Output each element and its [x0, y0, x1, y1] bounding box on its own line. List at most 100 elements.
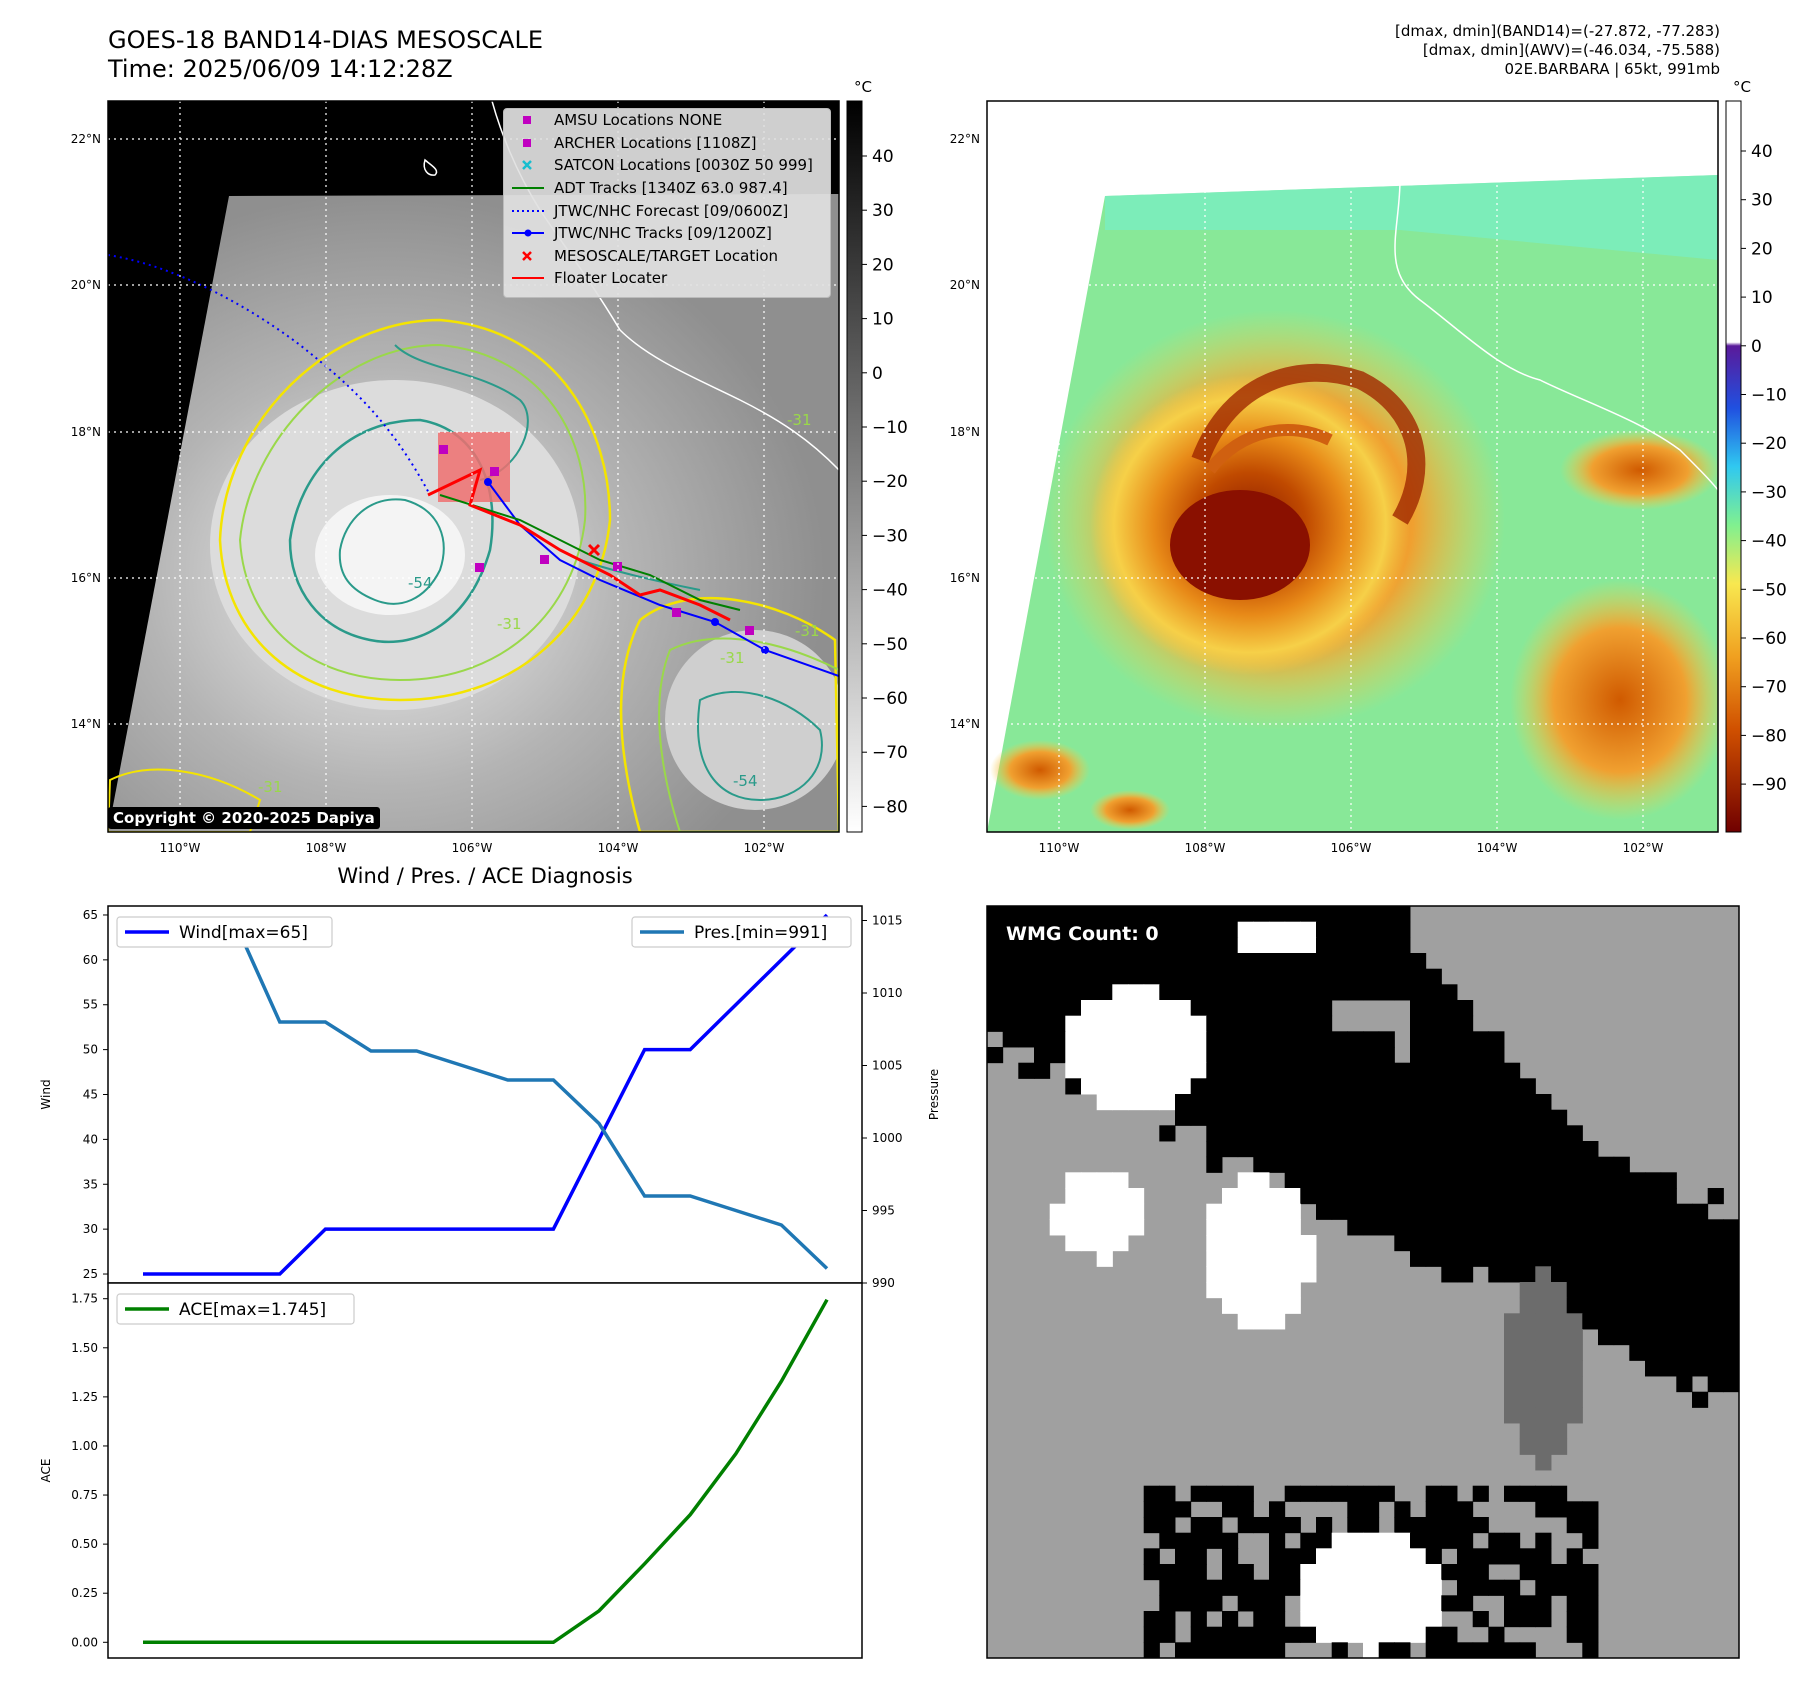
legend-item: AMSU Locations NONE	[504, 109, 830, 132]
legend-item: SATCON Locations [0030Z 50 999]	[504, 154, 830, 177]
y-tick-label: 50	[83, 1043, 98, 1057]
ir-colorbar-ticks: 40 30 20 10 0 −10 −20 −30 −40 −50 −60 −70 −80	[862, 147, 908, 817]
y2-tick-label: 990	[872, 1276, 895, 1290]
legend-item: MESOSCALE/TARGET Location	[504, 245, 830, 268]
contour-label: -54	[408, 574, 433, 592]
lon-label: 104°W	[598, 841, 639, 855]
colorbar-tick-label: 0	[1751, 337, 1762, 357]
lon-label: 106°W	[452, 841, 493, 855]
chart-legend: Wind[max=65]	[116, 916, 333, 948]
y-tick-label: 1.25	[71, 1390, 98, 1404]
y-tick-label: 0.75	[71, 1488, 98, 1502]
colorbar-tick-label: 10	[1751, 288, 1773, 308]
contour-label: -31	[497, 615, 522, 633]
y-tick-label: 1.50	[71, 1341, 98, 1355]
lon-label: 106°W	[1331, 841, 1372, 855]
y2-tick-label: 1000	[872, 1131, 903, 1145]
ace-plot-area	[107, 1282, 863, 1659]
y-axis-label: ACE	[39, 1459, 53, 1483]
colorbar-tick-label: 20	[872, 255, 894, 275]
info-line-2: [dmax, dmin](AWV)=(-46.034, -75.588)	[1422, 41, 1720, 59]
chart-legend-label: Pres.[min=991]	[694, 923, 827, 943]
legend-item: ADT Tracks [1340Z 63.0 987.4]	[504, 177, 830, 200]
legend-marker-icon	[523, 138, 531, 147]
legend-label: Floater Locater	[554, 269, 668, 288]
y-tick-label: 0.25	[71, 1586, 98, 1600]
colorbar-tick-label: −60	[1751, 629, 1787, 649]
colorbar-tick-label: −80	[872, 797, 908, 817]
chart-legend-label: ACE[max=1.745]	[179, 1300, 326, 1320]
legend-marker-icon	[522, 160, 532, 171]
colorbar-tick-label: −70	[872, 743, 908, 763]
lat-label: 22°N	[950, 132, 980, 146]
legend-label: AMSU Locations NONE	[554, 111, 723, 130]
series-line	[143, 918, 829, 1270]
colorbar-tick-label: −40	[1751, 532, 1787, 552]
lat-label: 14°N	[71, 717, 101, 731]
y2-axis-label: Pressure	[927, 1069, 941, 1120]
colorbar-tick-label: −90	[1751, 775, 1787, 795]
chart-title: Wind / Pres. / ACE Diagnosis	[337, 864, 633, 888]
colorbar-tick-label: −70	[1751, 678, 1787, 698]
legend-marker-icon	[512, 229, 544, 237]
chart-legend: ACE[max=1.745]	[116, 1293, 355, 1325]
map-axis-labels: 22°N 20°N 18°N 16°N 14°N 110°W 108°W 106°W 104°W…	[71, 132, 1664, 855]
contour-label: -31	[720, 649, 745, 667]
colorbar-tick-label: 40	[872, 147, 894, 167]
legend-label: JTWC/NHC Forecast [09/0600Z]	[554, 201, 789, 220]
wv-colorbar-unit: °C	[1733, 78, 1751, 96]
lat-label: 20°N	[71, 278, 101, 292]
legend-marker-icon	[512, 187, 544, 190]
series-line	[143, 913, 829, 1276]
lon-label: 108°W	[1185, 841, 1226, 855]
lat-label: 16°N	[71, 571, 101, 585]
y-tick-label: 40	[83, 1132, 98, 1146]
contour-label: -31	[795, 622, 820, 640]
lon-label: 102°W	[1623, 841, 1664, 855]
legend-item: ARCHER Locations [1108Z]	[504, 132, 830, 155]
colorbar-tick-label: 0	[872, 364, 883, 384]
y-tick-label: 0.00	[71, 1635, 98, 1649]
legend-label: JTWC/NHC Tracks [09/1200Z]	[554, 224, 772, 243]
y-axis-label: Wind	[39, 1079, 53, 1109]
wind-plot-area	[107, 905, 863, 1284]
info-line-3: 02E.BARBARA | 65kt, 991mb	[1504, 60, 1720, 78]
lat-label: 20°N	[950, 278, 980, 292]
ir-colorbar-unit: °C	[854, 78, 872, 96]
colorbar-tick-label: −10	[872, 418, 908, 438]
colorbar-tick-label: −50	[872, 635, 908, 655]
legend-marker-icon	[512, 277, 544, 280]
chart-legend-label: Wind[max=65]	[179, 923, 308, 943]
colorbar-tick-label: 10	[872, 310, 894, 330]
legend-item: JTWC/NHC Forecast [09/0600Z]	[504, 199, 830, 222]
lon-label: 102°W	[744, 841, 785, 855]
legend-label: ARCHER Locations [1108Z]	[554, 133, 757, 152]
y-tick-label: 65	[83, 908, 98, 922]
wind-pressure-chart: 25 30 35 40 45 50 55 60 65 Wind 990 995 1000 1005 1010…	[39, 905, 941, 1290]
lat-label: 22°N	[71, 132, 101, 146]
ace-chart: 0.00 0.25 0.50 0.75 1.00 1.25 1.50 1.75 ACE ACE[m…	[39, 1282, 863, 1659]
y2-tick-label: 995	[872, 1204, 895, 1218]
y2-tick-label: 1010	[872, 986, 903, 1000]
colorbar-tick-label: 40	[1751, 142, 1773, 162]
lat-label: 14°N	[950, 717, 980, 731]
colorbar-tick-label: −20	[872, 472, 908, 492]
title-line-1: GOES-18 BAND14-DIAS MESOSCALE	[108, 26, 544, 54]
colorbar-tick-label: −30	[872, 526, 908, 546]
legend-item: JTWC/NHC Tracks [09/1200Z]	[504, 222, 830, 245]
legend-marker-icon	[522, 250, 532, 261]
y-tick-label: 30	[83, 1222, 98, 1236]
wv-map-frame	[986, 100, 1719, 833]
legend-marker-icon	[512, 209, 544, 212]
legend-label: SATCON Locations [0030Z 50 999]	[554, 156, 813, 175]
info-line-1: [dmax, dmin](BAND14)=(-27.872, -77.283)	[1395, 22, 1720, 40]
y-tick-label: 0.50	[71, 1537, 98, 1551]
lon-label: 110°W	[1039, 841, 1080, 855]
y-tick-label: 55	[83, 998, 98, 1012]
colorbar-tick-label: −80	[1751, 726, 1787, 746]
lon-label: 104°W	[1477, 841, 1518, 855]
title-line-2: Time: 2025/06/09 14:12:28Z	[108, 55, 453, 83]
ir-colorbar	[846, 100, 863, 833]
colorbar-tick-label: −60	[872, 689, 908, 709]
diagnostic-info: [dmax, dmin](BAND14)=(-27.872, -77.283) …	[1395, 22, 1720, 79]
